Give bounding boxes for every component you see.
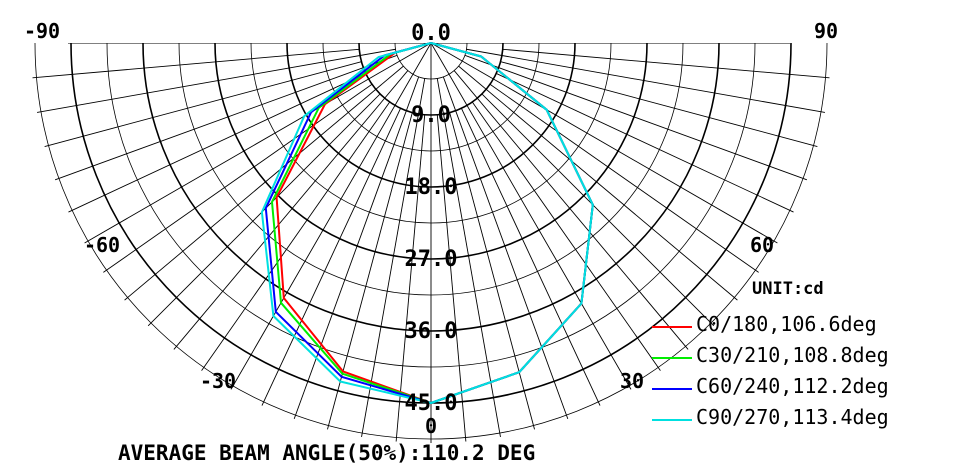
grid-spoke-75 [500, 61, 818, 147]
polar-grid [32, 43, 830, 443]
legend-label-c30-210-108-8deg: C30/210,108.8deg [696, 343, 889, 367]
radial-label-45-0: 45.0 [405, 391, 458, 416]
grid-spoke-85 [502, 48, 830, 79]
series-layer [260, 42, 594, 404]
grid-spoke-m45 [147, 93, 381, 327]
grid-spoke-m50 [124, 65, 404, 301]
grid-spoke-30 [430, 43, 632, 390]
grid-spoke-45 [481, 93, 715, 327]
legend-label-c90-270-113-4deg: C90/270,113.4deg [696, 405, 889, 429]
radial-label-18-0: 18.0 [405, 175, 458, 200]
angle-label-m60: -60 [84, 233, 120, 257]
grid-spoke-20 [442, 76, 569, 420]
unit-label: UNIT:cd [752, 279, 824, 299]
grid-spoke-m65 [68, 73, 366, 213]
radial-label-27-0: 27.0 [405, 247, 458, 272]
grid-spoke-m10 [361, 78, 426, 438]
series-line-c90-270-113-4deg [260, 42, 594, 404]
radial-label-36-0: 36.0 [405, 319, 458, 344]
grid-spoke-35 [471, 101, 661, 371]
grid-spoke-80 [466, 48, 826, 113]
angle-label-m30: -30 [200, 369, 236, 393]
grid-spoke-25 [461, 108, 601, 406]
angle-label-90: 90 [814, 19, 838, 43]
legend-label-c60-240-112-2deg: C60/240,112.2deg [696, 374, 889, 398]
grid-spoke-m40 [173, 70, 409, 350]
grid-spoke-m55 [103, 83, 373, 273]
grid-spoke-m85 [32, 48, 360, 79]
radial-label-9-0: 9.0 [411, 103, 451, 128]
grid-spoke-m30 [230, 43, 432, 390]
grid-spoke-15 [449, 112, 535, 430]
grid-spoke-m35 [201, 101, 391, 371]
grid-spoke-50 [458, 65, 738, 301]
angle-label-m90: -90 [24, 19, 60, 43]
grid-spoke-70 [464, 54, 808, 181]
grid-spoke-10 [436, 78, 501, 438]
grid-spoke-55 [489, 83, 759, 273]
grid-spoke-m80 [36, 48, 396, 113]
angle-label-60: 60 [750, 233, 774, 257]
angle-label-0: 0 [425, 414, 437, 438]
grid-spoke-60 [430, 43, 778, 244]
grid-spoke-40 [453, 70, 689, 350]
grid-spoke-m5 [395, 114, 426, 442]
angle-label-30: 30 [620, 369, 644, 393]
grid-spoke-m20 [293, 76, 420, 420]
legend: UNIT:cd C0/180,106.6deg C30/210,108.8deg C… [652, 279, 889, 429]
grid-spoke-5 [436, 114, 467, 442]
grid-spoke-m75 [44, 61, 362, 147]
grid-spoke-65 [496, 73, 794, 213]
legend-label-c0-180-106-6deg: C0/180,106.6deg [696, 312, 877, 336]
chart-footer: AVERAGE BEAM ANGLE(50%):110.2 DEG [118, 441, 535, 465]
radial-label-0-0: 0.0 [411, 21, 451, 46]
grid-spoke-m25 [261, 108, 401, 406]
label-layer: 0.0 9.0 18.0 27.0 36.0 45.0 -90 -60 -30 0 30 60 90 [24, 19, 838, 438]
grid-spoke-m70 [54, 54, 398, 181]
grid-spoke-m60 [84, 43, 432, 244]
